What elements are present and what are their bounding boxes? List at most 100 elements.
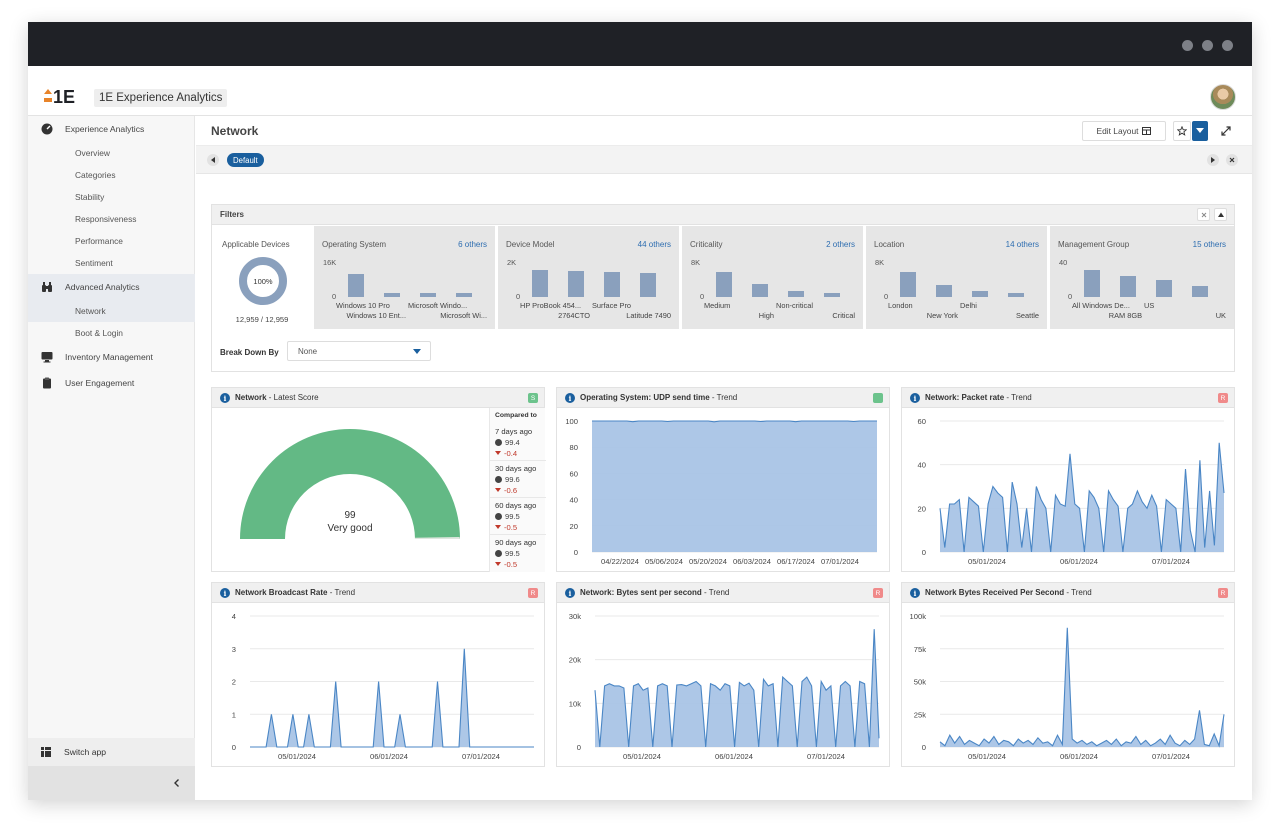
sidebar-item-network[interactable]: Network xyxy=(28,300,195,322)
info-icon[interactable]: i xyxy=(220,588,230,598)
filter-others-link[interactable]: 15 others xyxy=(1192,240,1226,249)
sidebar-group-inventory-management[interactable]: Inventory Management xyxy=(28,344,195,370)
tab-scroll-right-button[interactable] xyxy=(1207,154,1219,166)
filter-bar[interactable] xyxy=(752,283,768,297)
score-badge[interactable]: S xyxy=(528,393,538,403)
filter-bar[interactable] xyxy=(1156,280,1172,297)
sidebar-item-label: Responsiveness xyxy=(75,214,137,224)
filter-management-group[interactable]: Management Group 15 others 40 0 All Windows … xyxy=(1050,226,1234,329)
series-area[interactable] xyxy=(250,648,534,747)
status-badge[interactable]: R xyxy=(528,588,538,598)
sidebar-item-categories[interactable]: Categories xyxy=(28,164,195,186)
filter-others-link[interactable]: 14 others xyxy=(1005,240,1039,249)
sidebar-item-label: Network xyxy=(75,306,106,316)
fullscreen-button[interactable] xyxy=(1216,121,1236,141)
y-tick-label: 80 xyxy=(570,443,578,452)
sidebar-item-boot-login[interactable]: Boot & Login xyxy=(28,322,195,344)
window-control-dot[interactable] xyxy=(1182,40,1193,51)
filter-bar[interactable] xyxy=(1084,270,1100,297)
window-control-dot[interactable] xyxy=(1202,40,1213,51)
filter-location[interactable]: Location 14 others 8K 0 London Delhi New York S… xyxy=(866,226,1047,329)
series-area[interactable] xyxy=(595,629,879,747)
sidebar-group-advanced-analytics[interactable]: Advanced Analytics xyxy=(28,274,195,300)
filter-bar[interactable] xyxy=(936,284,952,297)
collapse-sidebar-button[interactable] xyxy=(28,766,195,800)
series-line[interactable] xyxy=(939,627,1225,748)
close-tab-button[interactable] xyxy=(1226,154,1238,166)
filter-bar[interactable] xyxy=(604,272,620,297)
series-area[interactable] xyxy=(940,442,1224,552)
filter-bar[interactable] xyxy=(420,293,436,297)
clear-filters-button[interactable] xyxy=(1197,208,1210,221)
sidebar-item-label: Stability xyxy=(75,192,105,202)
status-badge[interactable]: R xyxy=(873,588,883,598)
tab-scroll-left-button[interactable] xyxy=(207,154,219,166)
filter-bar[interactable] xyxy=(1192,285,1208,297)
1e-logo[interactable]: 1E xyxy=(44,86,84,106)
filter-criticality[interactable]: Criticality 2 others 8K 0 Medium Non-critical… xyxy=(682,226,863,329)
collapse-filters-button[interactable] xyxy=(1214,208,1227,221)
info-icon[interactable]: i xyxy=(220,393,230,403)
series-area[interactable] xyxy=(940,627,1224,747)
series-line[interactable] xyxy=(594,629,880,748)
window-control-dot[interactable] xyxy=(1222,40,1233,51)
status-badge[interactable] xyxy=(873,393,883,403)
binoculars-icon xyxy=(40,280,54,294)
sidebar-group-user-engagement[interactable]: User Engagement xyxy=(28,370,195,396)
card-title-suffix: - Trend xyxy=(1004,393,1032,402)
series-line[interactable] xyxy=(592,420,877,423)
favorite-dropdown-button[interactable] xyxy=(1192,121,1208,141)
trend-chart-card: i Network Bytes Received Per Second - Tr… xyxy=(901,582,1235,767)
series-area[interactable] xyxy=(592,421,877,552)
info-icon[interactable]: i xyxy=(910,393,920,403)
applicable-devices[interactable]: Applicable Devices 100% 12,959 / 12,959 xyxy=(212,226,312,329)
card-title: Network - Latest Score xyxy=(235,393,319,402)
comparison-period: 30 days ago xyxy=(495,464,537,473)
user-avatar[interactable] xyxy=(1210,84,1236,110)
filter-bar[interactable] xyxy=(972,290,988,297)
filter-bar[interactable] xyxy=(568,271,584,297)
series-line[interactable] xyxy=(250,648,534,748)
filter-bar[interactable] xyxy=(716,271,732,297)
info-icon[interactable]: i xyxy=(565,588,575,598)
x-tick-label: 05/01/2024 xyxy=(968,557,1006,566)
info-icon[interactable]: i xyxy=(565,393,575,403)
status-badge[interactable]: R xyxy=(1218,393,1228,403)
status-badge[interactable]: R xyxy=(1218,588,1228,598)
sidebar-item-responsiveness[interactable]: Responsiveness xyxy=(28,208,195,230)
filter-bar[interactable] xyxy=(788,291,804,297)
favorite-button[interactable] xyxy=(1173,121,1191,141)
y-tick-label: 40 xyxy=(570,496,578,505)
filter-bar-label: Windows 10 Pro xyxy=(336,301,390,310)
filter-bar[interactable] xyxy=(1120,275,1136,297)
card-header: i Network - Latest Score S xyxy=(212,388,544,408)
filter-bar[interactable] xyxy=(384,293,400,297)
series-line[interactable] xyxy=(939,442,1225,553)
comparison-value: 99.6 xyxy=(495,474,536,485)
filter-bar[interactable] xyxy=(900,272,916,297)
info-icon[interactable]: i xyxy=(910,588,920,598)
sidebar-group-experience-analytics[interactable]: Experience Analytics xyxy=(28,116,195,142)
filter-bar[interactable] xyxy=(456,293,472,297)
sidebar-item-performance[interactable]: Performance xyxy=(28,230,195,252)
filter-others-link[interactable]: 6 others xyxy=(458,240,487,249)
filter-bar[interactable] xyxy=(640,272,656,297)
comparison-item: 7 days ago 99.4 -0.4 xyxy=(495,426,532,459)
sidebar-item-sentiment[interactable]: Sentiment xyxy=(28,252,195,274)
filter-bar[interactable] xyxy=(1008,293,1024,297)
break-down-by-select[interactable]: None xyxy=(287,341,431,361)
filter-operating-system[interactable]: Operating System 6 others 16K 0 Windows 10 P… xyxy=(314,226,495,329)
filter-bar[interactable] xyxy=(532,270,548,297)
edit-layout-button[interactable]: Edit Layout xyxy=(1082,121,1166,141)
filter-others-link[interactable]: 44 others xyxy=(637,240,671,249)
filter-bar[interactable] xyxy=(348,274,364,297)
card-title: Network Bytes Received Per Second - Tren… xyxy=(925,588,1092,597)
x-tick-label: 06/01/2024 xyxy=(715,752,753,761)
switch-app-button[interactable]: Switch app xyxy=(28,738,195,766)
filter-bar[interactable] xyxy=(824,293,840,297)
filter-device-model[interactable]: Device Model 44 others 2K 0 HP ProBook 454..… xyxy=(498,226,679,329)
sidebar-item-overview[interactable]: Overview xyxy=(28,142,195,164)
tab-default[interactable]: Default xyxy=(227,153,264,167)
sidebar-item-stability[interactable]: Stability xyxy=(28,186,195,208)
filter-others-link[interactable]: 2 others xyxy=(826,240,855,249)
